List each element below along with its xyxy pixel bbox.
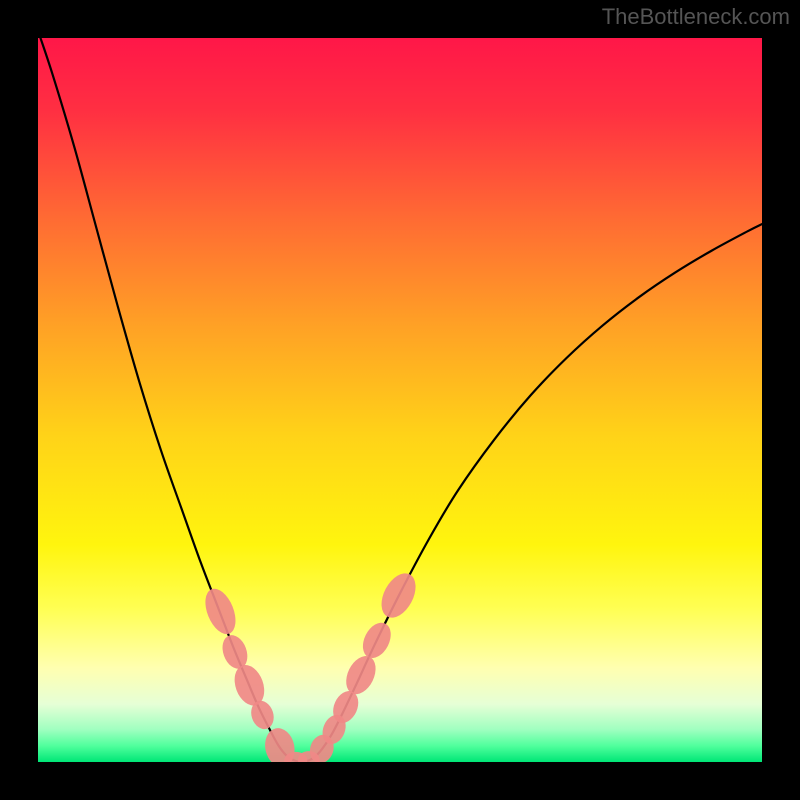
- watermark-text: TheBottleneck.com: [602, 4, 790, 30]
- chart-canvas: [0, 0, 800, 800]
- bottleneck-chart: TheBottleneck.com: [0, 0, 800, 800]
